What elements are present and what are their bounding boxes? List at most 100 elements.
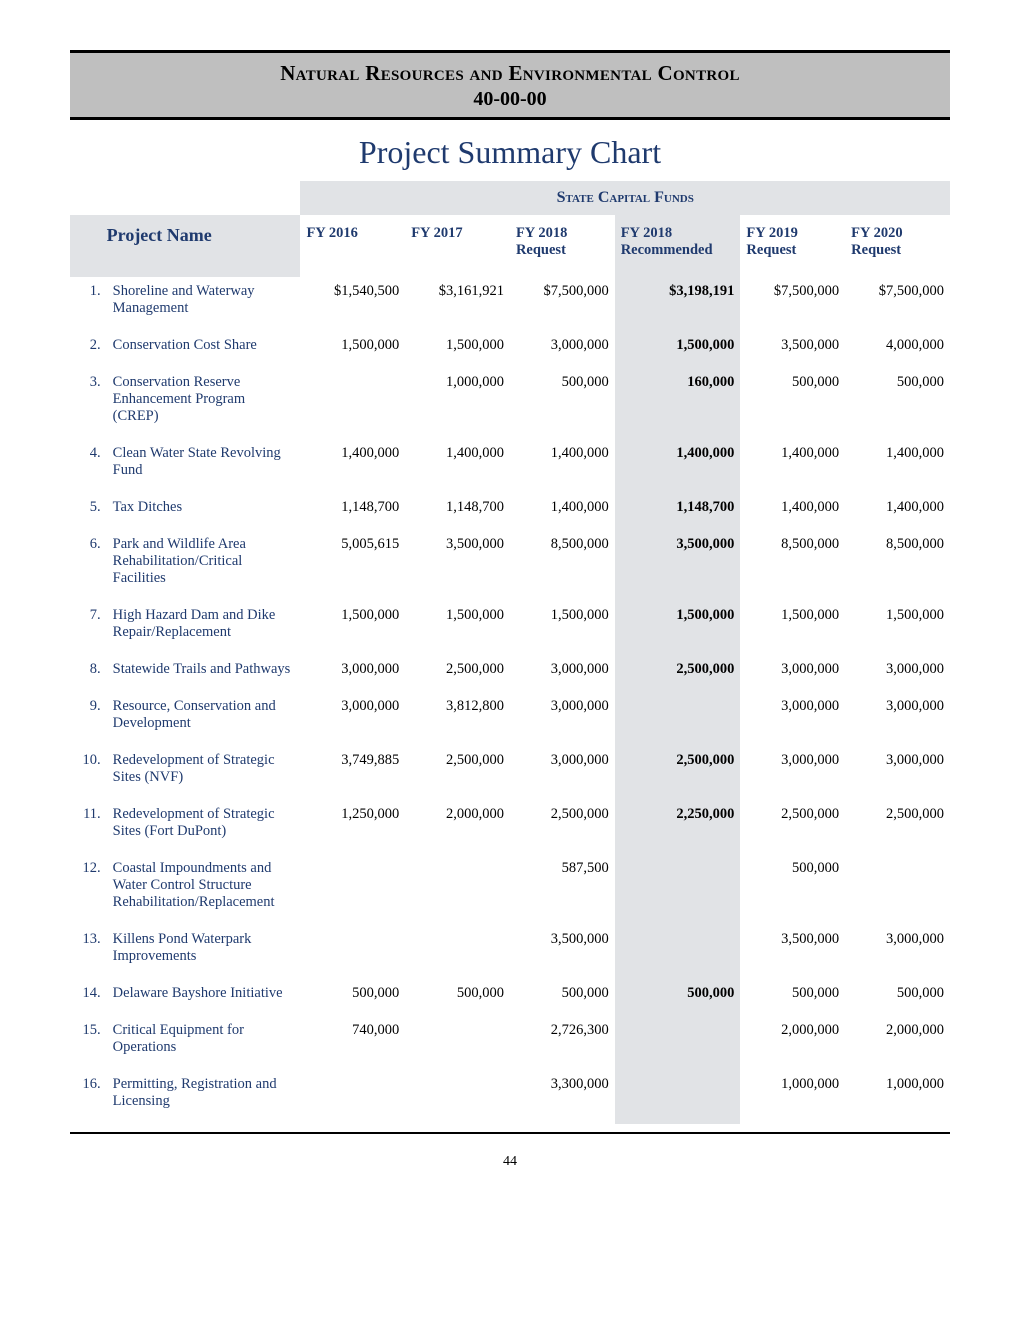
fy2018-request-value: 3,500,000 [510,925,615,979]
fy2016-value: 5,005,615 [300,530,405,601]
table-row: 13.Killens Pond Waterpark Improvements3,… [70,925,950,979]
row-number: 6. [70,530,107,601]
fy2017-value: 2,500,000 [405,655,510,692]
fy2018-request-value: $7,500,000 [510,277,615,331]
fy2019-request-value: 2,000,000 [740,1016,845,1070]
row-number: 10. [70,746,107,800]
table-row: 16.Permitting, Registration and Licensin… [70,1070,950,1124]
project-name: Coastal Impoundments and Water Control S… [107,854,301,925]
fy2020-request-value: 1,000,000 [845,1070,950,1124]
fy2018-recommended-value [615,925,741,979]
fy2019-request-value: 8,500,000 [740,530,845,601]
fy2018-recommended-value [615,1070,741,1124]
fy2020-request-value: 3,000,000 [845,925,950,979]
fy2017-value: 1,148,700 [405,493,510,530]
fy2016-value [300,368,405,439]
fy2018-request-value: 500,000 [510,368,615,439]
fy2017-value: 2,000,000 [405,800,510,854]
project-name: Conservation Reserve Enhancement Program… [107,368,301,439]
project-name: Redevelopment of Strategic Sites (Fort D… [107,800,301,854]
fy2018-recommended-value: 3,500,000 [615,530,741,601]
fy2019-request-value: 3,500,000 [740,331,845,368]
fy2019-request-value: 1,400,000 [740,493,845,530]
row-number: 5. [70,493,107,530]
fy2020-request-value: 500,000 [845,979,950,1016]
fy2018-request-value: 3,300,000 [510,1070,615,1124]
fy2017-value: 1,500,000 [405,601,510,655]
fy2016-value: 740,000 [300,1016,405,1070]
fy2016-value: 1,148,700 [300,493,405,530]
fy2018-recommended-value [615,1016,741,1070]
fy2018-request-value: 3,000,000 [510,655,615,692]
fy2016-value [300,925,405,979]
fy2020-request-value: 3,000,000 [845,655,950,692]
group-header-row: State Capital Funds [70,181,950,215]
col-fy2019-request: FY 2019Request [740,215,845,277]
fy2017-value: 1,500,000 [405,331,510,368]
fy2018-recommended-value [615,692,741,746]
col-fy2018-recommended: FY 2018Recommended [615,215,741,277]
column-header-row: Project Name FY 2016 FY 2017 FY 2018Requ… [70,215,950,277]
fy2018-recommended-value: 1,400,000 [615,439,741,493]
project-name: Killens Pond Waterpark Improvements [107,925,301,979]
funds-group-header: State Capital Funds [300,181,950,215]
fy2019-request-value: 3,000,000 [740,655,845,692]
row-number: 7. [70,601,107,655]
project-name: Park and Wildlife Area Rehabilitation/Cr… [107,530,301,601]
fy2018-request-value: 1,400,000 [510,439,615,493]
table-row: 2.Conservation Cost Share1,500,0001,500,… [70,331,950,368]
fy2020-request-value: 3,000,000 [845,692,950,746]
fy2017-value: 1,400,000 [405,439,510,493]
fy2018-recommended-value: 2,500,000 [615,746,741,800]
row-number: 9. [70,692,107,746]
fy2016-value: 500,000 [300,979,405,1016]
table-row: 15.Critical Equipment for Operations740,… [70,1016,950,1070]
project-name: Redevelopment of Strategic Sites (NVF) [107,746,301,800]
table-row: 14.Delaware Bayshore Initiative500,00050… [70,979,950,1016]
table-row: 4.Clean Water State Revolving Fund1,400,… [70,439,950,493]
fy2020-request-value: 1,400,000 [845,439,950,493]
fy2016-value: 3,749,885 [300,746,405,800]
table-row: 7.High Hazard Dam and Dike Repair/Replac… [70,601,950,655]
fy2020-request-value: 1,400,000 [845,493,950,530]
fy2016-value: 1,250,000 [300,800,405,854]
fy2017-value: 1,000,000 [405,368,510,439]
fy2018-request-value: 3,000,000 [510,746,615,800]
fy2018-request-value: 1,400,000 [510,493,615,530]
col-fy2020-request: FY 2020Request [845,215,950,277]
fy2018-request-value: 2,500,000 [510,800,615,854]
fy2018-recommended-value: 2,250,000 [615,800,741,854]
fy2016-value: $1,540,500 [300,277,405,331]
fy2020-request-value: 500,000 [845,368,950,439]
fy2020-request-value: $7,500,000 [845,277,950,331]
department-banner: Natural Resources and Environmental Cont… [70,50,950,120]
fy2017-value [405,854,510,925]
fy2018-request-value: 8,500,000 [510,530,615,601]
fy2019-request-value: 1,400,000 [740,439,845,493]
table-row: 10.Redevelopment of Strategic Sites (NVF… [70,746,950,800]
table-row: 8.Statewide Trails and Pathways3,000,000… [70,655,950,692]
chart-title: Project Summary Chart [70,134,950,171]
col-fy2016: FY 2016 [300,215,405,277]
fy2016-value: 1,500,000 [300,331,405,368]
fy2019-request-value: 2,500,000 [740,800,845,854]
col-fy2018-request: FY 2018Request [510,215,615,277]
fy2016-value: 1,500,000 [300,601,405,655]
fy2020-request-value: 3,000,000 [845,746,950,800]
row-number: 3. [70,368,107,439]
col-fy2017: FY 2017 [405,215,510,277]
fy2018-recommended-value: $3,198,191 [615,277,741,331]
fy2017-value: 3,500,000 [405,530,510,601]
fy2018-request-value: 3,000,000 [510,692,615,746]
page-number: 44 [70,1154,950,1170]
fy2018-recommended-value: 2,500,000 [615,655,741,692]
summary-table: State Capital Funds Project Name FY 2016… [70,181,950,1124]
project-name: Statewide Trails and Pathways [107,655,301,692]
fy2016-value: 3,000,000 [300,655,405,692]
row-number: 11. [70,800,107,854]
bottom-rule [70,1132,950,1134]
project-name: Shoreline and Waterway Management [107,277,301,331]
fy2020-request-value [845,854,950,925]
fy2018-request-value: 1,500,000 [510,601,615,655]
fy2018-recommended-value: 500,000 [615,979,741,1016]
